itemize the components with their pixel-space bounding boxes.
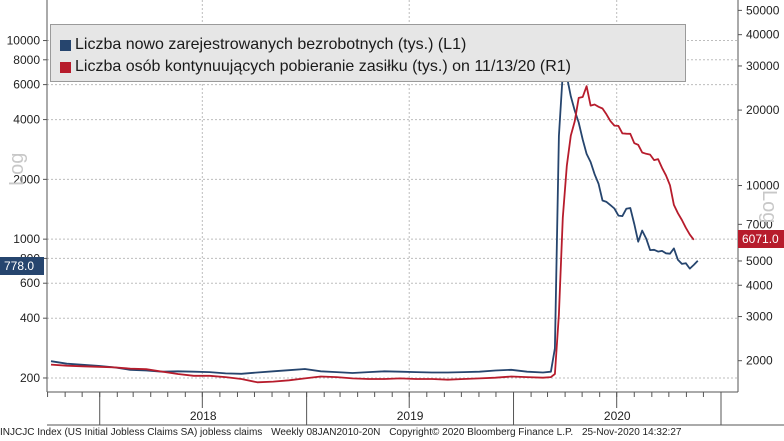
left-axis-title: Log [6, 152, 28, 186]
last-value-tag-initial-claims: 778.0 [0, 257, 44, 275]
right-tick-label-5000: 5000 [746, 254, 773, 268]
left-tick-label-2000: 2000 [13, 172, 40, 186]
last-value-tag-continuing-claims: 6071.0 [738, 230, 784, 248]
x-tick-label-2020: 2020 [604, 409, 631, 423]
right-tick-label-30000: 30000 [746, 59, 780, 73]
legend-label-continuing-claims: Liczba osób kontynuujących pobieranie za… [75, 58, 571, 75]
chart-legend: Liczba nowo zarejestrowanych bezrobotnyc… [50, 24, 686, 82]
right-axis-title: Log [758, 190, 780, 224]
x-tick-label-2019: 2019 [397, 409, 424, 423]
right-tick-label-50000: 50000 [746, 3, 780, 17]
left-tick-label-1000: 1000 [13, 232, 40, 246]
legend-swatch-continuing-claims [60, 61, 71, 73]
x-tick-label-2018: 2018 [190, 409, 217, 423]
legend-item-continuing-claims: Liczba osób kontynuujących pobieranie za… [60, 56, 685, 78]
right-tick-label-40000: 40000 [746, 28, 780, 42]
left-tick-label-600: 600 [20, 276, 40, 290]
left-tick-label-10000: 10000 [7, 34, 41, 48]
left-tick-label-200: 200 [20, 371, 40, 385]
series-line-initial-claims [50, 72, 699, 375]
right-tick-label-2000: 2000 [746, 354, 773, 368]
chart-footer: INJCJC Index (US Initial Jobless Claims … [0, 426, 784, 441]
legend-swatch-initial-claims [60, 39, 71, 51]
left-tick-label-8000: 8000 [13, 53, 40, 67]
footer-frequency: Weekly 08JAN2010-20N [271, 427, 381, 438]
right-tick-label-10000: 10000 [746, 179, 780, 193]
legend-item-initial-claims: Liczba nowo zarejestrowanych bezrobotnyc… [60, 34, 685, 56]
left-tick-label-4000: 4000 [13, 113, 40, 127]
right-tick-label-20000: 20000 [746, 103, 780, 117]
legend-label-initial-claims: Liczba nowo zarejestrowanych bezrobotnyc… [75, 36, 467, 53]
right-tick-label-4000: 4000 [746, 278, 773, 292]
right-tick-label-7000: 7000 [746, 217, 773, 231]
series-line-continuing-claims [50, 85, 695, 384]
footer-timestamp: 25-Nov-2020 14:32:27 [581, 427, 682, 438]
left-tick-label-400: 400 [20, 311, 40, 325]
footer-copyright: Copyright© 2020 Bloomberg Finance L.P. [389, 427, 574, 438]
left-tick-label-6000: 6000 [13, 78, 40, 92]
right-tick-label-3000: 3000 [746, 310, 773, 324]
series-lines [50, 72, 699, 384]
footer-ticker: INJCJC Index (US Initial Jobless Claims … [0, 427, 263, 438]
